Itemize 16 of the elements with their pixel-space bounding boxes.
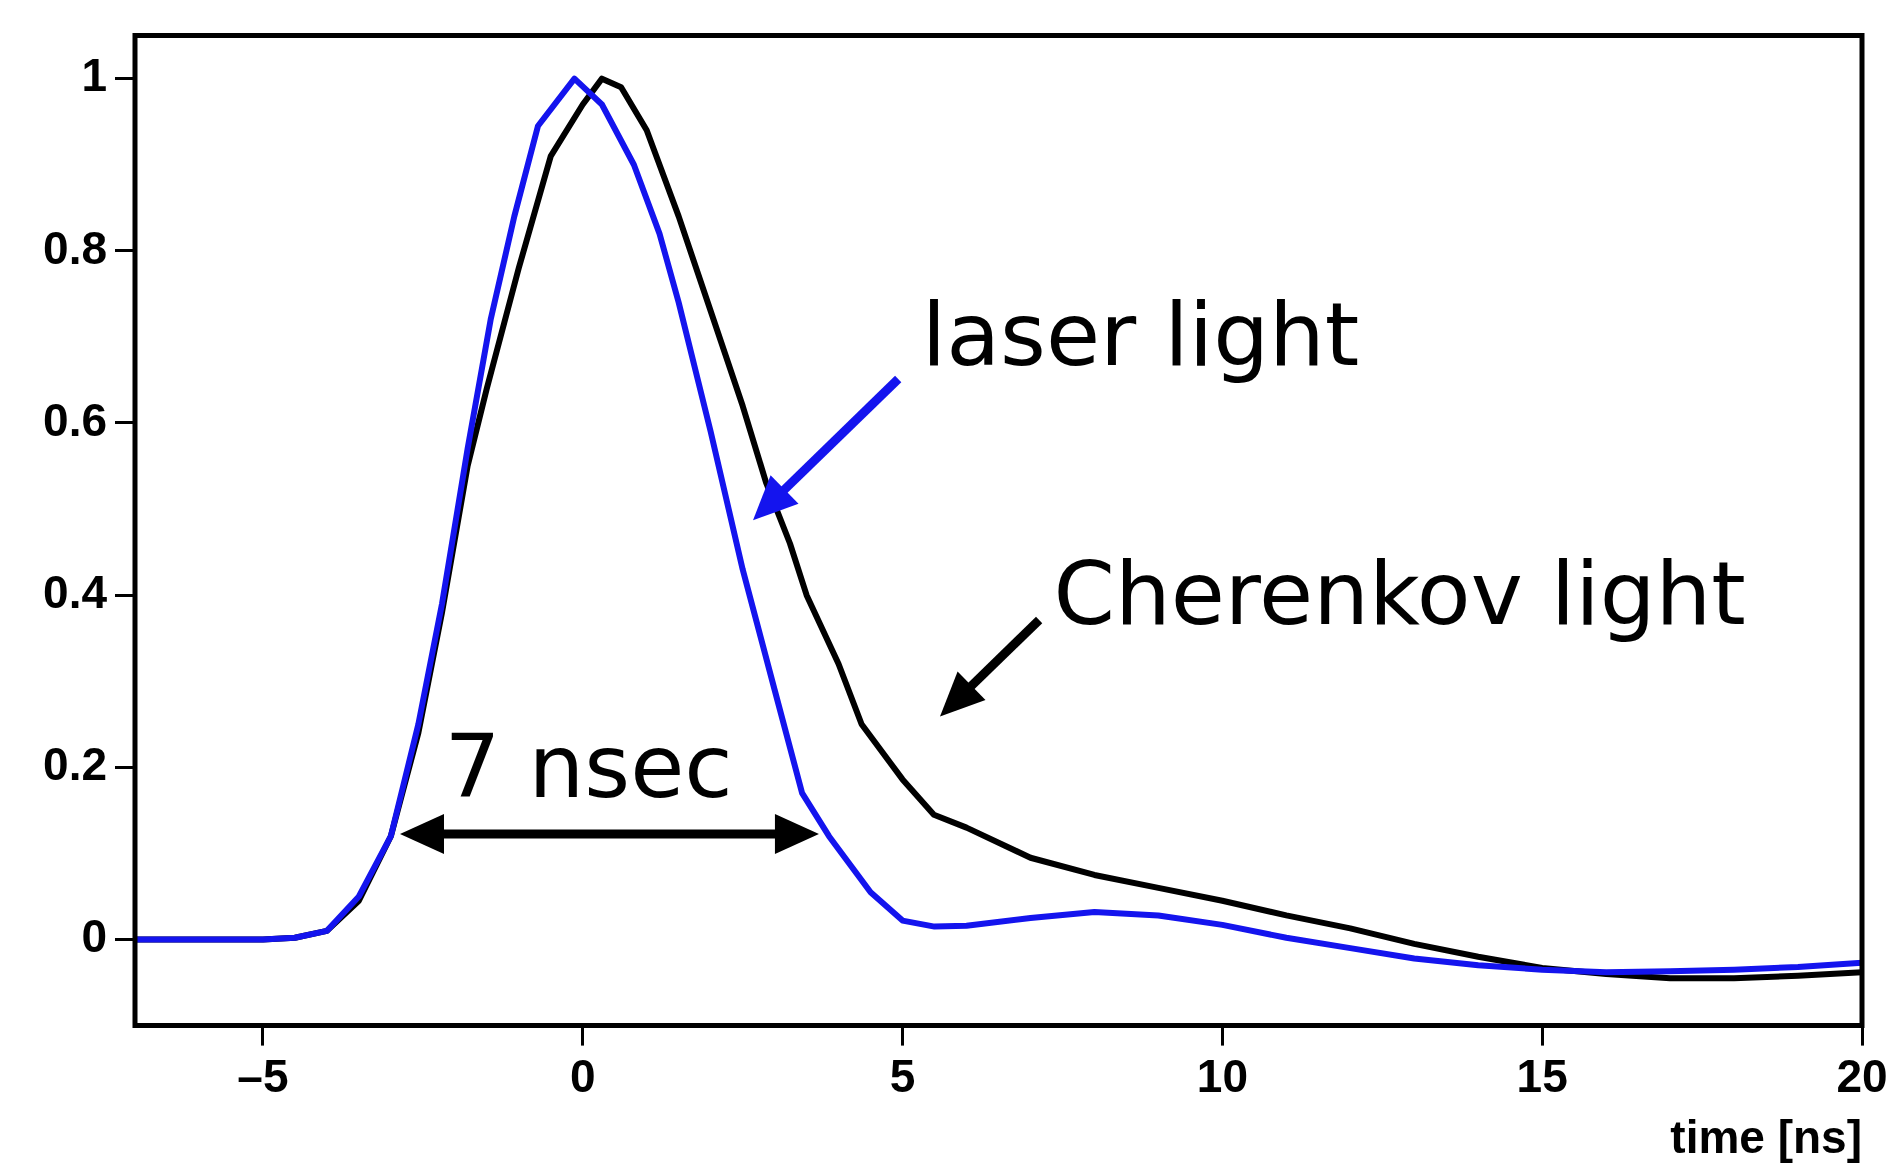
x-tick-label: 20 bbox=[1836, 1049, 1888, 1102]
x-tick-label: 0 bbox=[569, 1049, 596, 1102]
y-tick-label: 1 bbox=[81, 49, 107, 102]
y-tick-label: 0.6 bbox=[43, 393, 107, 446]
x-tick-label: 10 bbox=[1196, 1049, 1248, 1102]
annotation: 7 nsec bbox=[444, 715, 733, 819]
x-tick-label: –5 bbox=[237, 1049, 289, 1102]
y-tick-label: 0.2 bbox=[43, 738, 107, 791]
y-tick-label: 0.4 bbox=[43, 565, 108, 618]
annotation: laser light bbox=[921, 283, 1360, 387]
x-tick-label: 15 bbox=[1516, 1049, 1568, 1102]
y-tick-label: 0 bbox=[81, 910, 107, 963]
x-axis-title: time [ns] bbox=[1670, 1111, 1862, 1164]
y-tick-label: 0.8 bbox=[43, 221, 107, 274]
x-tick-label: 5 bbox=[889, 1049, 916, 1102]
annotation: Cherenkov light bbox=[1053, 542, 1746, 646]
